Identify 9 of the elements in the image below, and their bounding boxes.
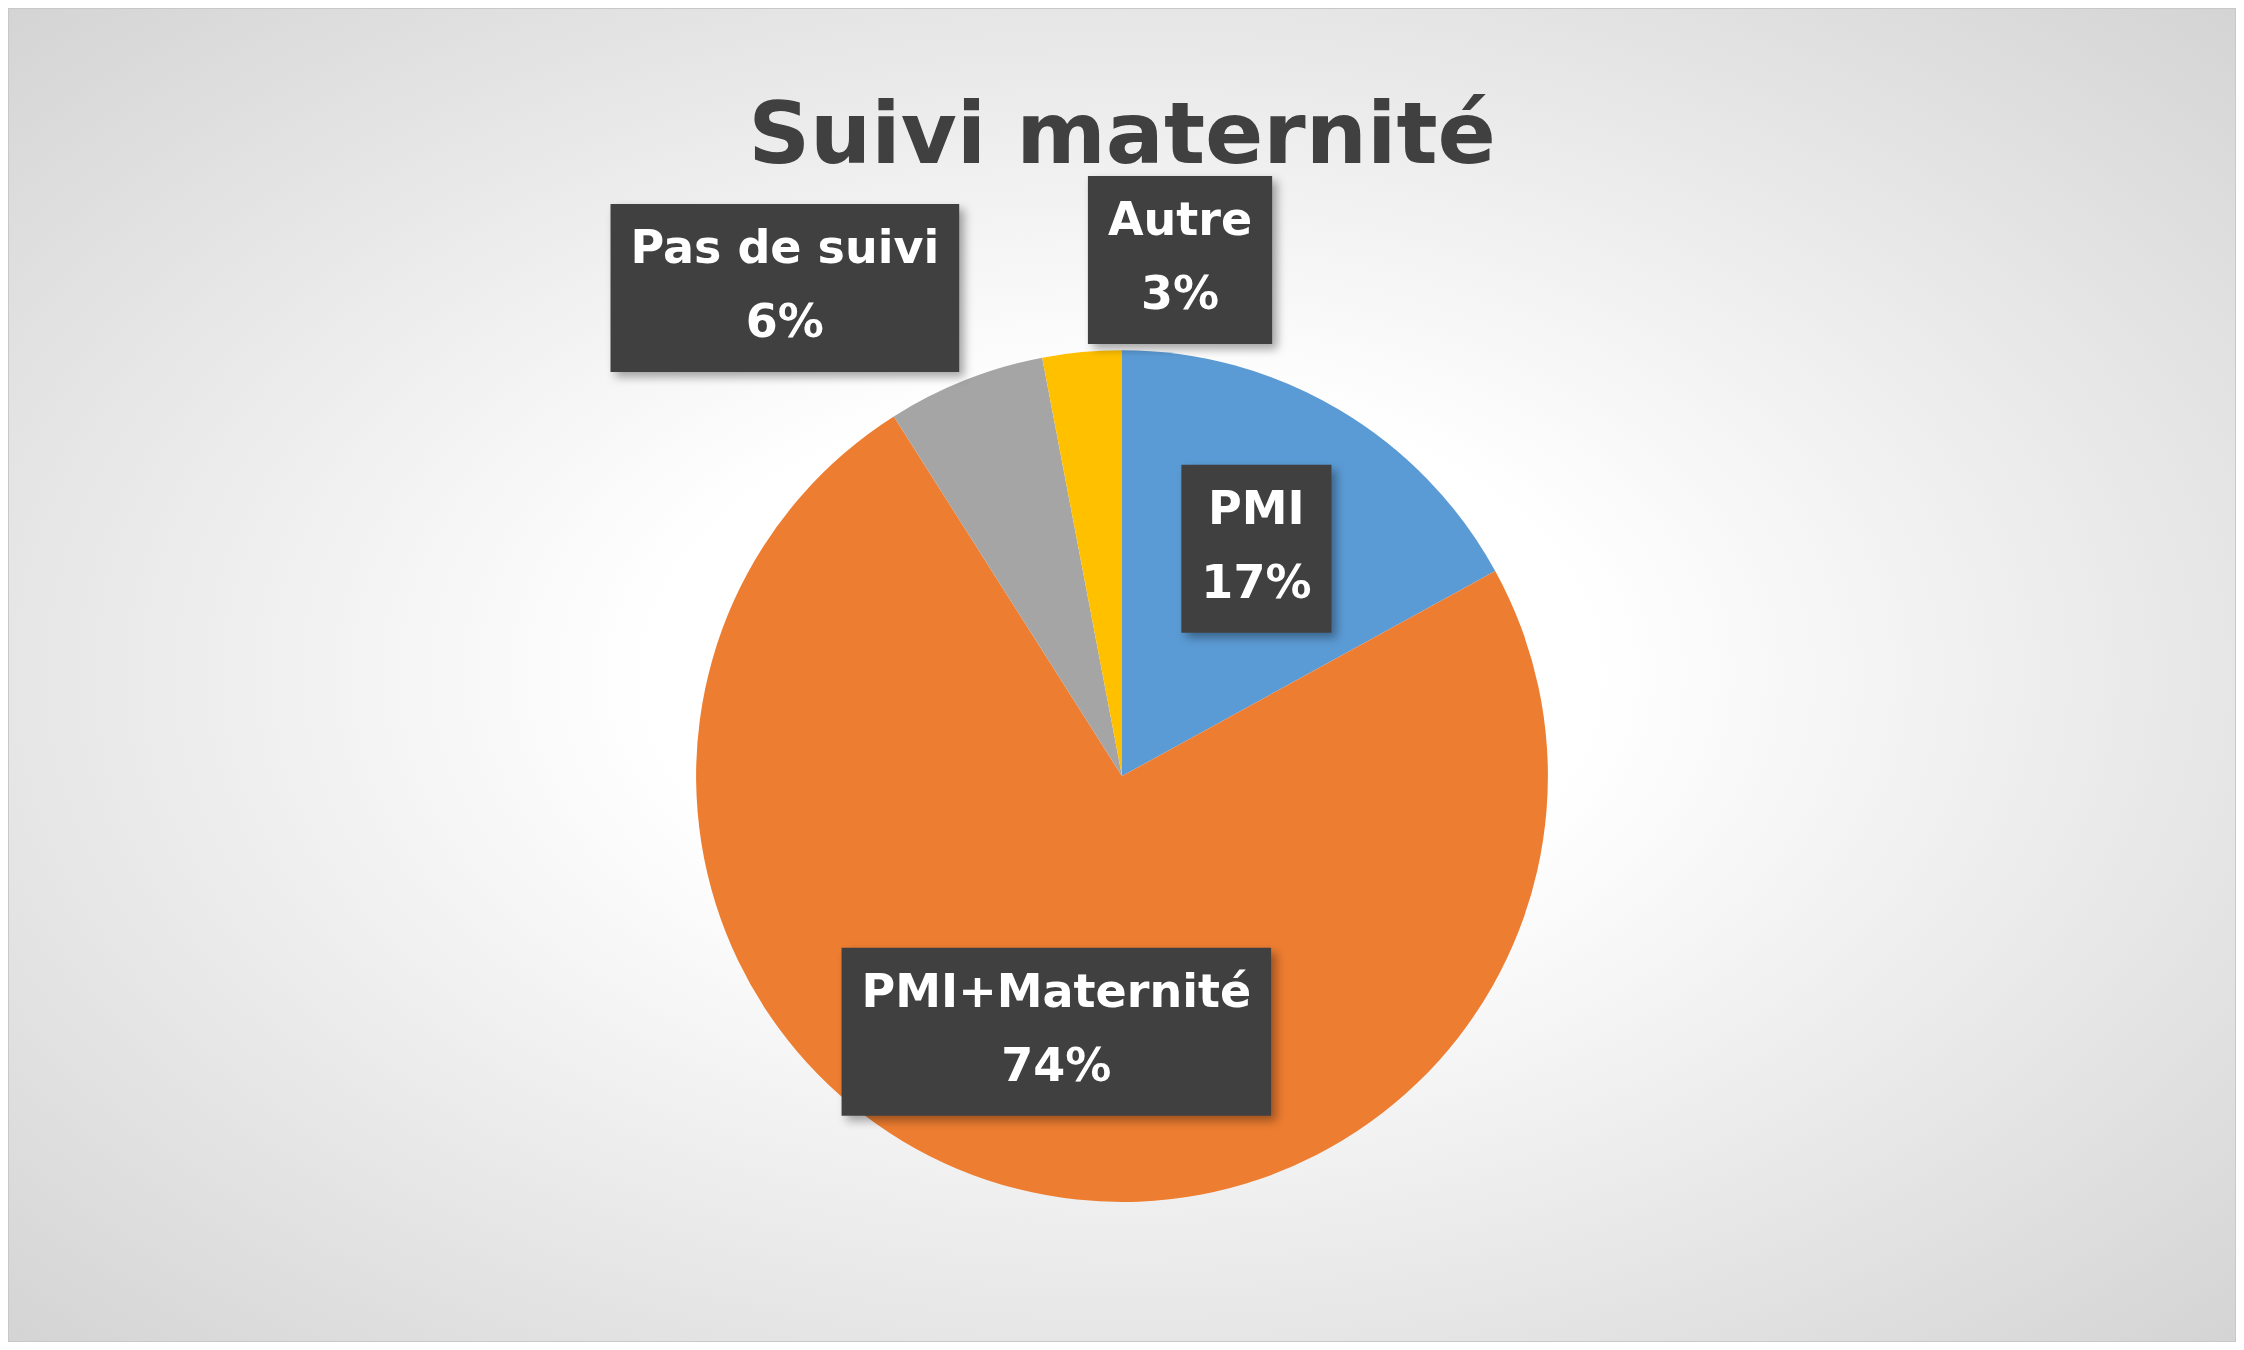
data-label: 3% bbox=[1140, 266, 1220, 321]
chart-title: Suivi maternité bbox=[748, 82, 1496, 183]
slice-label: Pas de suivi bbox=[630, 220, 940, 275]
data-label: 6% bbox=[745, 294, 824, 349]
slice-label: Autre bbox=[1107, 192, 1253, 247]
slice-label: PMI bbox=[1208, 480, 1305, 535]
data-label: 74% bbox=[1001, 1037, 1112, 1092]
slice-label: PMI+Maternité bbox=[861, 963, 1252, 1018]
data-label: 17% bbox=[1201, 554, 1312, 609]
